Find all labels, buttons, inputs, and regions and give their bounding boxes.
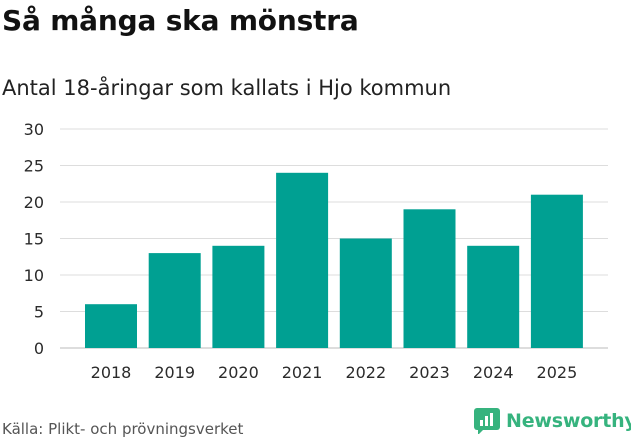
bar-2021 xyxy=(276,172,329,348)
y-tick-label: 25 xyxy=(24,157,44,176)
bar-2024 xyxy=(467,245,520,348)
y-tick-label: 10 xyxy=(24,266,44,285)
y-tick-label: 15 xyxy=(24,230,44,249)
bar-2019 xyxy=(148,253,201,348)
bar-2020 xyxy=(212,245,265,348)
brand-name: Newsworthy xyxy=(506,410,631,432)
x-tick-label: 2021 xyxy=(282,363,323,382)
x-tick-label: 2020 xyxy=(218,363,259,382)
bar-chart-logo-icon xyxy=(474,408,500,434)
x-tick-label: 2023 xyxy=(409,363,450,382)
x-tick-label: 2019 xyxy=(154,363,195,382)
y-tick-label: 30 xyxy=(24,120,44,139)
chart-title: Så många ska mönstra xyxy=(2,4,359,37)
bar-2025 xyxy=(530,194,583,348)
x-tick-label: 2022 xyxy=(345,363,386,382)
x-tick-label: 2024 xyxy=(473,363,514,382)
x-tick-label: 2025 xyxy=(537,363,578,382)
x-tick-label: 2018 xyxy=(91,363,132,382)
bar-2018 xyxy=(85,304,137,348)
newsworthy-logo: Newsworthy xyxy=(474,408,631,434)
y-tick-label: 0 xyxy=(34,339,44,358)
bar-2023 xyxy=(403,209,456,348)
y-tick-label: 20 xyxy=(24,193,44,212)
bar-2022 xyxy=(339,238,392,348)
source-note: Källa: Plikt- och prövningsverket xyxy=(2,420,244,438)
x-axis: 2018 2019 2020 2021 2022 2023 2024 2025 xyxy=(91,363,578,382)
bars xyxy=(85,172,583,348)
chart-subtitle: Antal 18-åringar som kallats i Hjo kommu… xyxy=(2,76,452,100)
gridlines xyxy=(60,128,608,349)
y-tick-label: 5 xyxy=(34,303,44,322)
y-axis: 0 5 10 15 20 25 30 xyxy=(24,120,44,358)
